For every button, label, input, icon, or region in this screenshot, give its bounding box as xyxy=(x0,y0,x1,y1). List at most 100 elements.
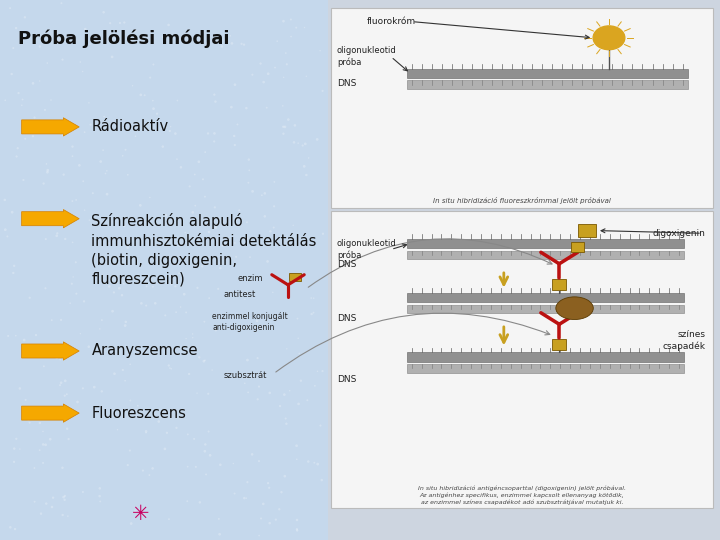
Point xyxy=(94,325,106,333)
Point xyxy=(124,446,135,455)
Point xyxy=(84,40,96,49)
Point xyxy=(312,367,323,376)
Text: Színreakción alapuló
immunhisztokémiai detektálás
(biotin, digoxigenin,
fluoresz: Színreakción alapuló immunhisztokémiai d… xyxy=(91,213,317,287)
Point xyxy=(57,55,68,64)
Point xyxy=(0,225,11,234)
Point xyxy=(130,132,141,140)
Point xyxy=(281,345,292,353)
Point xyxy=(284,386,295,395)
Point xyxy=(99,279,110,287)
Point xyxy=(71,195,82,204)
Point xyxy=(157,33,168,42)
Point xyxy=(240,288,252,296)
Point xyxy=(19,134,31,143)
Point xyxy=(315,421,326,430)
Point xyxy=(0,96,11,105)
Point xyxy=(171,423,182,432)
Point xyxy=(59,496,71,504)
Point xyxy=(312,135,323,144)
Point xyxy=(238,40,250,49)
Point xyxy=(51,232,63,240)
Point xyxy=(163,253,174,262)
Point xyxy=(300,72,312,80)
Point xyxy=(289,121,301,130)
Text: Rádioaktív: Rádioaktív xyxy=(91,119,168,134)
Point xyxy=(120,145,131,154)
Point xyxy=(165,122,176,131)
Point xyxy=(71,289,82,298)
Point xyxy=(197,175,209,184)
Point xyxy=(233,206,245,215)
Point xyxy=(118,280,130,288)
Point xyxy=(199,148,211,157)
Text: enzimmel konjugált
anti-digoxigenin: enzimmel konjugált anti-digoxigenin xyxy=(212,312,288,332)
Point xyxy=(264,483,275,492)
Point xyxy=(190,463,202,471)
Point xyxy=(8,268,19,277)
Point xyxy=(144,193,156,202)
Point xyxy=(220,35,231,43)
Point xyxy=(202,129,214,138)
Point xyxy=(171,96,183,105)
Point xyxy=(67,197,78,205)
Point xyxy=(288,138,300,147)
Text: DNS: DNS xyxy=(337,375,356,383)
Text: DNS: DNS xyxy=(337,260,356,269)
Point xyxy=(200,470,212,479)
Point xyxy=(101,166,112,175)
Point xyxy=(229,239,240,247)
Point xyxy=(16,101,27,110)
Point xyxy=(46,316,58,325)
Point xyxy=(135,91,147,99)
Point xyxy=(147,96,158,105)
Bar xyxy=(328,0,720,540)
Point xyxy=(46,503,58,511)
Point xyxy=(277,102,289,110)
Point xyxy=(171,155,183,164)
Point xyxy=(29,497,40,506)
Point xyxy=(264,239,275,247)
Point xyxy=(63,435,74,443)
Point xyxy=(291,441,302,450)
Point xyxy=(9,444,20,453)
Point xyxy=(7,44,19,52)
Point xyxy=(203,427,215,436)
Point xyxy=(210,326,222,334)
Point xyxy=(295,376,307,385)
Point xyxy=(306,310,318,319)
Point xyxy=(55,355,66,364)
Point xyxy=(140,428,152,437)
Point xyxy=(13,89,24,97)
Point xyxy=(274,505,285,514)
Point xyxy=(135,201,146,210)
Bar xyxy=(552,279,567,290)
Point xyxy=(199,318,210,326)
Text: fluorokróm: fluorokróm xyxy=(367,17,416,26)
Point xyxy=(99,344,110,353)
Point xyxy=(280,414,292,423)
Point xyxy=(29,113,40,122)
Point xyxy=(42,168,53,177)
Point xyxy=(179,228,191,237)
Point xyxy=(291,525,302,534)
Point xyxy=(299,162,310,171)
Point xyxy=(164,272,176,280)
Point xyxy=(77,384,89,393)
FancyArrow shape xyxy=(22,342,79,360)
Point xyxy=(202,389,214,398)
Point xyxy=(210,223,222,232)
Point xyxy=(37,440,49,449)
Point xyxy=(117,152,128,160)
Point xyxy=(95,157,107,166)
Point xyxy=(40,235,52,244)
Point xyxy=(120,321,131,330)
Point xyxy=(276,488,287,496)
Point xyxy=(34,446,45,455)
Point xyxy=(61,390,73,399)
Point xyxy=(29,464,40,472)
Point xyxy=(55,379,67,387)
Point xyxy=(46,352,58,361)
Point xyxy=(238,494,250,502)
Point xyxy=(292,139,304,147)
Point xyxy=(117,254,128,262)
